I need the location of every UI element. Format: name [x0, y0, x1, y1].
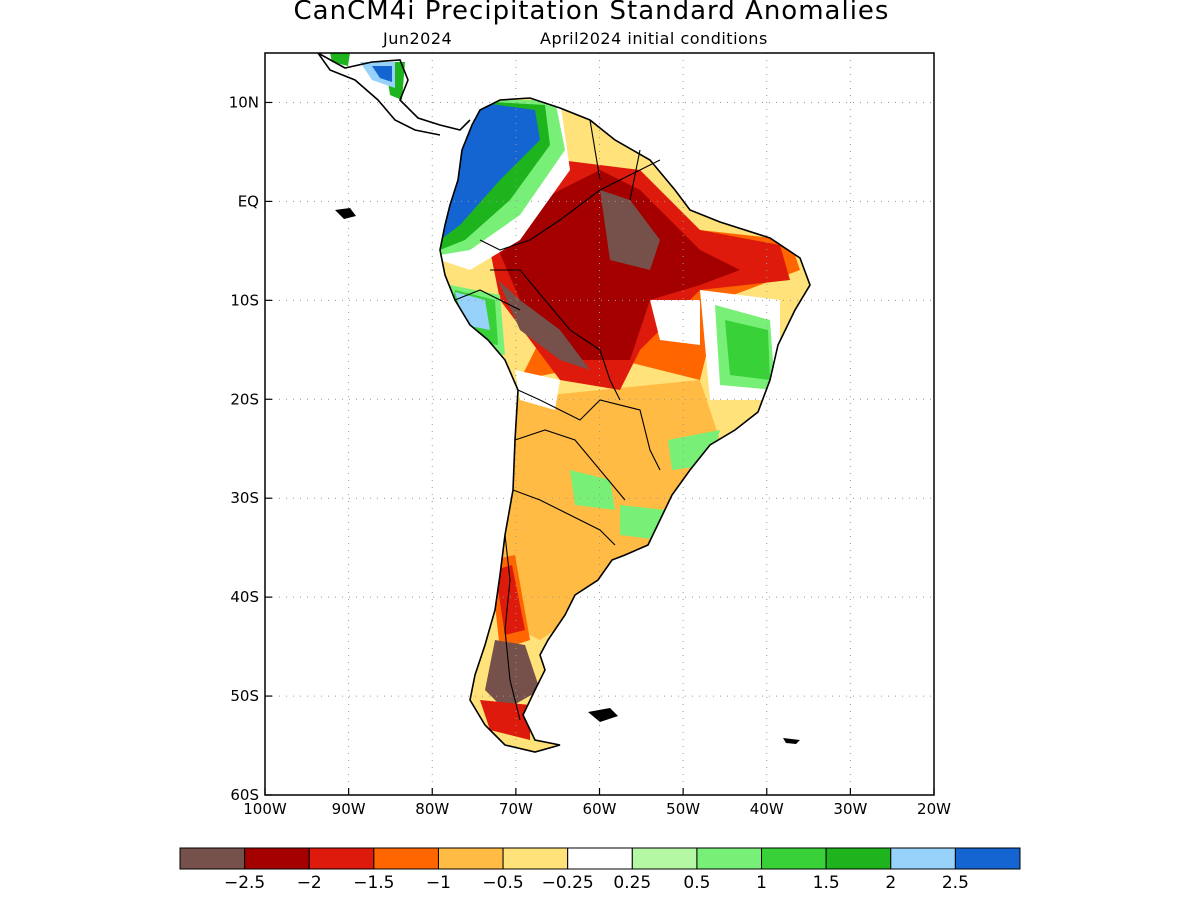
map-frame-area	[264, 52, 935, 796]
lon-tick-label: 30W	[833, 800, 867, 818]
anomaly-region-dark-red	[490, 170, 740, 360]
colorbar-swatch	[437, 847, 504, 870]
lon-tick-label: 90W	[332, 800, 366, 818]
lat-tick-label: 40S	[230, 588, 259, 606]
lon-tick-label: 70W	[499, 800, 533, 818]
lat-tick-label: 20S	[230, 390, 259, 408]
axis-ticks: 100W 90W 80W 70W 60W 50W 40W 30W 20W 10N EQ 10S 20S 3…	[229, 93, 951, 818]
lon-tick-label: 60W	[583, 800, 617, 818]
colorbar-swatch	[373, 847, 439, 870]
lat-tick-label: EQ	[238, 192, 259, 210]
colorbar-label: 1	[756, 873, 767, 893]
anomaly-region-brown	[600, 190, 660, 270]
colorbar-swatch	[179, 847, 246, 870]
forecast-month: Jun2024	[383, 29, 453, 48]
south-america-coastline	[439, 97, 811, 753]
anomaly-region-brown	[498, 280, 590, 370]
colorbar-swatch	[244, 847, 310, 870]
anomaly-region-green	[725, 320, 770, 380]
colorbar-swatch	[761, 847, 827, 870]
central-america-coastline	[317, 53, 471, 136]
colorbar-label: 1.5	[813, 873, 840, 893]
anomaly-region-blue	[372, 66, 392, 82]
anomaly-region-white	[515, 370, 560, 410]
colorbar-swatch	[696, 847, 763, 870]
colorbar-swatch	[502, 847, 569, 870]
anomaly-cells	[440, 98, 810, 752]
lat-tick-label: 60S	[230, 786, 259, 804]
country-borders	[454, 119, 661, 721]
colorbar-swatch	[308, 847, 375, 870]
south-georgia	[783, 738, 800, 744]
colorbar-swatch	[825, 847, 892, 870]
lon-tick-label: 50W	[666, 800, 700, 818]
colorbar-label: −2.5	[224, 873, 265, 893]
lat-tick-label: 10N	[229, 93, 259, 111]
map-title: CanCM4i Precipitation Standard Anomalies	[293, 0, 890, 26]
colorbar-swatch	[567, 847, 633, 870]
colorbar-label: 2.5	[942, 873, 969, 893]
initial-conditions: April2024 initial conditions	[540, 29, 768, 48]
anomaly-region-white	[650, 300, 700, 345]
anomaly-region-light-green	[570, 470, 615, 510]
colorbar: −2.5 −2 −1.5 −1 −0.5 −0.25 0.25 0.5 1 1.5 2 2.5	[179, 847, 1021, 893]
anomaly-region-light-orange	[500, 380, 720, 640]
lat-tick-label: 10S	[230, 291, 259, 309]
colorbar-label: −0.25	[542, 873, 594, 893]
lon-tick-label: 80W	[415, 800, 449, 818]
anomaly-region-dark-green	[330, 53, 350, 66]
colorbar-label: −0.5	[482, 873, 523, 893]
coastlines	[317, 53, 811, 753]
colorbar-swatch	[631, 847, 698, 870]
lat-tick-label: 30S	[230, 489, 259, 507]
colorbar-label: −1	[426, 873, 451, 893]
lat-tick-label: 50S	[230, 687, 259, 705]
colorbar-swatch	[890, 847, 956, 870]
colorbar-label: 0.5	[683, 873, 710, 893]
colorbar-label: 2	[885, 873, 896, 893]
lon-tick-label: 40W	[750, 800, 784, 818]
colorbar-swatch	[954, 847, 1021, 870]
colorbar-label: 0.25	[613, 873, 651, 893]
galapagos-islands	[335, 208, 356, 219]
colorbar-label: −1.5	[353, 873, 394, 893]
falkland-islands	[588, 708, 618, 722]
colorbar-label: −2	[297, 873, 322, 893]
lon-tick-label: 100W	[243, 800, 287, 818]
lon-tick-label: 20W	[917, 800, 951, 818]
anomaly-region-brown	[485, 640, 540, 710]
anomaly-region-red	[495, 565, 525, 635]
